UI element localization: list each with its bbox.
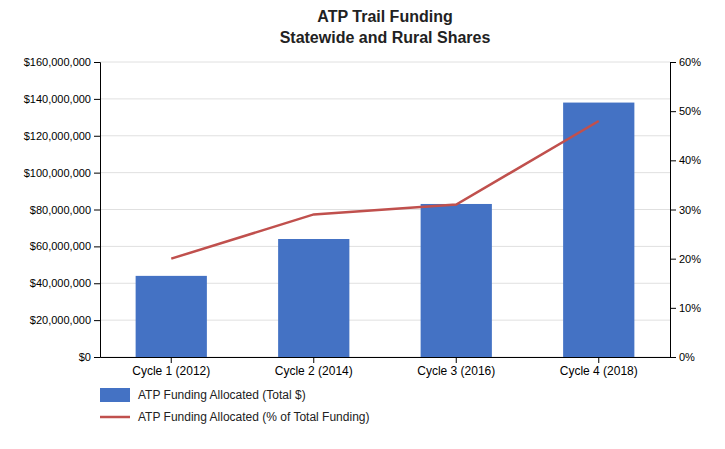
- tick-label: $80,000,000: [30, 204, 91, 216]
- tick-mark: [94, 210, 100, 211]
- line: [171, 121, 599, 259]
- bar: [278, 239, 349, 357]
- tick-mark: [670, 62, 676, 63]
- y2-axis: 0% 10% 20% 30% 40% 50% 60%: [670, 56, 701, 363]
- tick-label: 20%: [679, 253, 701, 265]
- tick: 60%: [670, 56, 701, 68]
- tick: 40%: [670, 154, 701, 166]
- tick: Cycle 4 (2018): [560, 357, 638, 378]
- tick-mark: [94, 136, 100, 137]
- tick: $40,000,000: [30, 277, 100, 289]
- tick-label: 60%: [679, 56, 701, 68]
- tick: 0%: [670, 351, 695, 363]
- legend-swatch: [100, 388, 130, 402]
- tick-mark: [94, 357, 100, 358]
- tick-label: Cycle 2 (2014): [275, 364, 353, 378]
- tick: Cycle 1 (2012): [132, 357, 210, 378]
- legend-label: ATP Funding Allocated (% of Total Fundin…: [138, 410, 369, 424]
- tick-label: $40,000,000: [30, 277, 91, 289]
- tick-label: $160,000,000: [24, 56, 91, 68]
- legend-label: ATP Funding Allocated (Total $): [138, 388, 306, 402]
- tick-mark: [171, 357, 172, 363]
- tick-label: $100,000,000: [24, 167, 91, 179]
- plot: $0 $20,000,000 $40,000,000 $60,000,000 $80,0…: [24, 56, 702, 378]
- tick: 20%: [670, 253, 701, 265]
- tick: $140,000,000: [24, 93, 100, 105]
- tick-label: $120,000,000: [24, 130, 91, 142]
- bar: [563, 103, 634, 357]
- tick-label: 50%: [679, 105, 701, 117]
- tick: 50%: [670, 105, 701, 117]
- tick: $160,000,000: [24, 56, 100, 68]
- tick-label: $140,000,000: [24, 93, 91, 105]
- axis-line: [94, 63, 101, 358]
- legend: ATP Funding Allocated (Total $) ATP Fundi…: [100, 388, 369, 424]
- tick-mark: [94, 99, 100, 100]
- tick-mark: [94, 246, 100, 247]
- tick: $120,000,000: [24, 130, 100, 142]
- subtitle: Statewide and Rural Shares: [280, 29, 491, 46]
- bar: [421, 204, 492, 357]
- tick: $20,000,000: [30, 314, 100, 326]
- tick: $0: [79, 351, 100, 363]
- tick-mark: [670, 308, 676, 309]
- tick-label: $60,000,000: [30, 240, 91, 252]
- tick-mark: [670, 210, 676, 211]
- tick-label: 10%: [679, 302, 701, 314]
- tick: $100,000,000: [24, 167, 100, 179]
- tick-mark: [313, 357, 314, 363]
- legend-item: ATP Funding Allocated (Total $): [100, 388, 306, 402]
- tick-mark: [670, 160, 676, 161]
- legend-item: ATP Funding Allocated (% of Total Fundin…: [100, 410, 369, 424]
- grid: [100, 62, 670, 357]
- tick: 30%: [670, 204, 701, 216]
- legend-swatch: [100, 416, 130, 419]
- tick-label: Cycle 4 (2018): [560, 364, 638, 378]
- tick: Cycle 2 (2014): [275, 357, 353, 378]
- marks: [136, 103, 635, 357]
- tick-label: 0%: [679, 351, 695, 363]
- tick-label: Cycle 3 (2016): [417, 364, 495, 378]
- tick: $60,000,000: [30, 240, 100, 252]
- chart: $0 $20,000,000 $40,000,000 $60,000,000 $80,0…: [0, 0, 725, 449]
- grid-line: [100, 62, 670, 63]
- tick: $80,000,000: [30, 204, 100, 216]
- grid-line: [100, 98, 670, 99]
- tick-label: Cycle 1 (2012): [132, 364, 210, 378]
- y-axis: $0 $20,000,000 $40,000,000 $60,000,000 $80,0…: [24, 56, 101, 363]
- tick-mark: [598, 357, 599, 363]
- tick-label: 30%: [679, 204, 701, 216]
- tick-label: $20,000,000: [30, 314, 91, 326]
- tick-mark: [670, 357, 676, 358]
- tick-mark: [456, 357, 457, 363]
- tick-mark: [94, 283, 100, 284]
- tick: Cycle 3 (2016): [417, 357, 495, 378]
- bar: [136, 276, 207, 357]
- axis-line: [101, 357, 671, 358]
- tick-mark: [670, 259, 676, 260]
- tick-label: $0: [79, 351, 91, 363]
- tick-mark: [94, 173, 100, 174]
- tick-mark: [94, 62, 100, 63]
- title: ATP Trail Funding: [317, 8, 452, 25]
- tick-mark: [670, 111, 676, 112]
- x-axis: Cycle 1 (2012) Cycle 2 (2014) Cycle 3 (201…: [101, 357, 671, 378]
- axis-line: [671, 63, 677, 358]
- tick-label: 40%: [679, 154, 701, 166]
- tick-mark: [94, 320, 100, 321]
- tick: 10%: [670, 302, 701, 314]
